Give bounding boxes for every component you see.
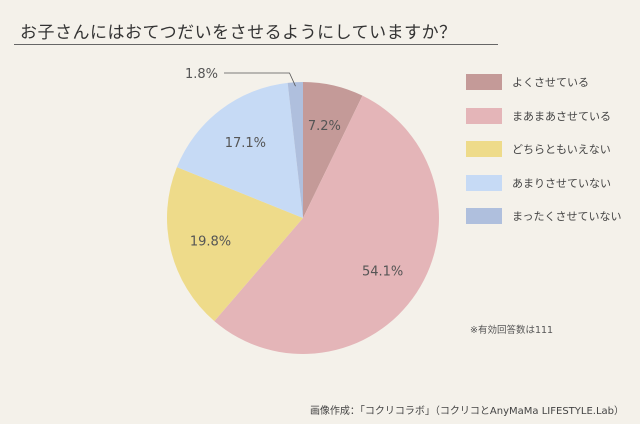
data-label: 7.2% [308, 119, 341, 134]
legend-item: どちらともいえない [466, 139, 622, 159]
pie-slice [214, 95, 439, 354]
pie-slice [176, 82, 303, 219]
pie-slice [303, 82, 363, 218]
legend-label: まったくさせていない [512, 210, 622, 223]
legend-swatch [466, 174, 502, 191]
legend-swatch [466, 107, 502, 124]
data-label: 19.8% [190, 235, 231, 250]
legend-item: まったくさせていない [466, 206, 622, 226]
legend: よくさせている まあまあさせている どちらともいえない あまりさせていない まっ… [466, 72, 622, 240]
legend-swatch [466, 141, 502, 157]
legend-swatch [466, 208, 502, 224]
legend-label: あまりさせていない [512, 176, 611, 190]
legend-item: あまりさせていない [466, 173, 622, 193]
legend-swatch [466, 74, 502, 90]
respondent-count-note: ※有効回答数は111 [470, 325, 554, 336]
chart-title: お子さんにはおてつだいをさせるようにしていますか？ [20, 23, 457, 43]
legend-label: どちらともいえない [512, 143, 611, 156]
image-credit: 画像作成：「コクリコラボ」（コクリコとAnyMaMa LIFESTYLE.Lab… [309, 406, 624, 417]
pie-slice [167, 167, 303, 322]
title-underline [14, 44, 498, 45]
pie-slice [287, 82, 303, 218]
legend-label: まあまあさせている [512, 109, 611, 123]
data-label: 1.8% [185, 67, 218, 82]
legend-label: よくさせている [512, 76, 589, 89]
data-label: 54.1% [362, 264, 403, 279]
data-label: 17.1% [225, 136, 266, 151]
legend-item: まあまあさせている [466, 106, 622, 126]
legend-item: よくさせている [466, 72, 622, 92]
leader-line [224, 72, 296, 87]
